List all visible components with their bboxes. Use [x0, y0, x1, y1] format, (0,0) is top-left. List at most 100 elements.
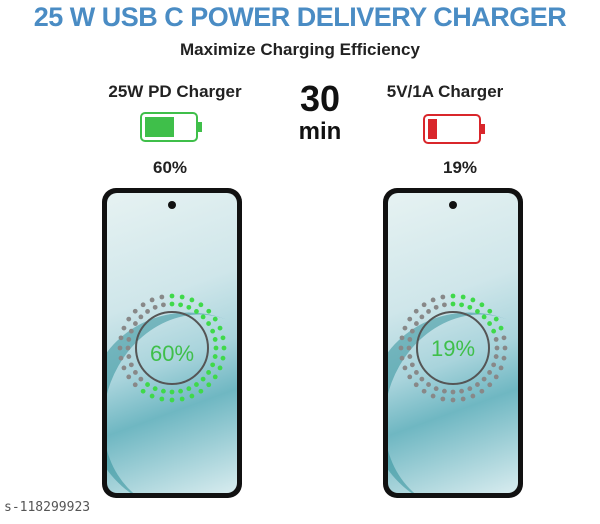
ring-dot	[200, 314, 206, 320]
ring-dot	[178, 302, 183, 308]
ring-dot	[487, 370, 492, 375]
ring-dot	[169, 397, 175, 403]
ring-dot	[138, 376, 144, 382]
ring-dot	[133, 321, 138, 326]
ring-dot	[132, 308, 138, 314]
ring-dot	[133, 370, 138, 375]
ring-dot	[407, 316, 413, 322]
ring-dot	[128, 328, 134, 334]
ring-dot	[217, 325, 223, 331]
subtitle: Maximize Charging Efficiency	[180, 40, 420, 59]
ring-dot	[145, 309, 150, 314]
ring-dot	[152, 304, 158, 310]
ring-dot	[433, 386, 439, 392]
ring-dot	[206, 321, 211, 326]
right-screen-percent: 19%	[430, 336, 476, 361]
ring-dot	[475, 382, 480, 387]
ring-dot	[398, 345, 404, 351]
ring-dot	[220, 335, 226, 341]
ring-dot	[498, 365, 504, 371]
ring-dot	[470, 393, 476, 399]
ring-dot	[149, 393, 155, 399]
ring-dot	[206, 382, 212, 388]
ring-dot	[502, 345, 508, 351]
ring-dot	[189, 393, 195, 399]
ring-dot	[206, 370, 211, 375]
ring-dot	[132, 382, 138, 388]
ring-dot	[479, 302, 485, 308]
ring-dot	[450, 301, 456, 307]
ring-dot	[402, 365, 408, 371]
ring-dot	[121, 365, 127, 371]
charge-ring-left	[117, 293, 227, 403]
ring-dot	[145, 382, 150, 387]
ring-dot	[442, 388, 447, 394]
ring-dot	[220, 355, 226, 361]
ring-dot	[426, 382, 431, 387]
ring-dot	[475, 309, 480, 314]
ring-dot	[493, 354, 499, 359]
ring-dot	[409, 362, 415, 368]
left-screen-percent: 60%	[149, 341, 195, 366]
ring-dot	[169, 389, 175, 395]
ring-dot	[407, 337, 413, 342]
ring-dot	[493, 337, 499, 342]
camera-icon	[449, 201, 457, 209]
ring-dot	[413, 308, 419, 314]
ring-dot	[419, 376, 425, 382]
ring-dot	[440, 396, 446, 402]
ring-dot	[149, 297, 155, 303]
ring-dot	[402, 325, 408, 331]
ring-dot	[212, 316, 218, 322]
ring-dot	[450, 397, 456, 403]
ring-dot	[189, 297, 195, 303]
ring-dot	[179, 294, 185, 300]
ring-dot	[491, 362, 497, 368]
ring-dot	[198, 302, 204, 308]
ring-dot	[198, 388, 204, 394]
ring-dot	[433, 304, 439, 310]
ring-dot	[406, 345, 412, 351]
battery-icon-red	[423, 114, 485, 144]
ring-dot	[212, 374, 218, 380]
ring-dot	[481, 376, 487, 382]
ring-dot	[399, 355, 405, 361]
ring-dot	[501, 355, 507, 361]
ring-dot	[138, 314, 144, 320]
left-charger-label: 25W PD Charger	[108, 82, 242, 101]
ring-dot	[501, 335, 507, 341]
phone-left: 60%	[102, 188, 242, 498]
ring-dot	[161, 388, 166, 394]
ring-dot	[210, 362, 216, 368]
ring-dot	[118, 355, 124, 361]
ring-dot	[126, 374, 132, 380]
ring-dot	[450, 389, 456, 395]
ring-dot	[186, 386, 192, 392]
ring-dot	[169, 301, 175, 307]
ring-dot	[487, 321, 492, 326]
ring-dot	[179, 396, 185, 402]
right-percent: 19%	[442, 158, 478, 177]
ring-dot	[121, 325, 127, 331]
ring-dot	[210, 328, 216, 334]
phone-right: 19%	[383, 188, 523, 498]
ring-dot	[421, 302, 427, 308]
ring-dot	[487, 308, 493, 314]
ring-dot	[217, 365, 223, 371]
time-value: 30	[299, 78, 341, 119]
ring-dot	[152, 386, 158, 392]
ring-dot	[493, 374, 499, 380]
ring-dot	[140, 388, 146, 394]
ring-dot	[498, 325, 504, 331]
ring-dot	[487, 382, 493, 388]
battery-icon-green	[140, 112, 202, 142]
ring-dot	[421, 388, 427, 394]
right-charger-label: 5V/1A Charger	[386, 82, 504, 101]
ring-dot	[459, 302, 464, 308]
ring-dot	[426, 309, 431, 314]
ring-dot	[159, 396, 165, 402]
time-indicator: 30 min	[280, 80, 360, 146]
ring-dot	[200, 376, 206, 382]
ring-dot	[494, 345, 500, 351]
ring-dot	[409, 328, 415, 334]
